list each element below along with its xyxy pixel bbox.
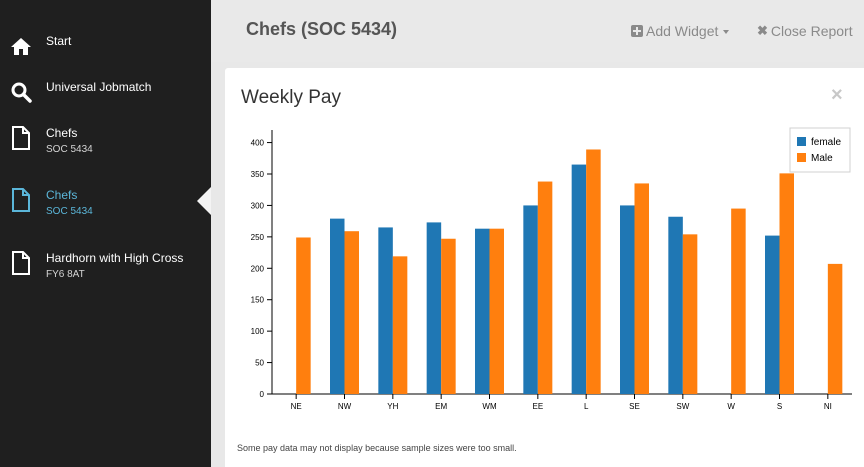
y-axis: 0 50 100 150 200 250 300 350 400 (251, 130, 273, 399)
add-widget-label: Add Widget (646, 23, 719, 39)
x-tick-label: SE (629, 402, 640, 411)
x-tick-label: NI (824, 402, 832, 411)
document-icon (12, 188, 30, 212)
y-tick-label: 100 (251, 327, 265, 336)
bar-male-l (586, 149, 601, 394)
sidebar-item-chefs[interactable]: Chefs SOC 5434 (0, 125, 211, 181)
x-tick-label: S (777, 402, 782, 411)
close-report-button[interactable]: ✖ Close Report (757, 23, 853, 39)
page-title: Chefs (SOC 5434) (246, 19, 398, 39)
bar-female-em (426, 222, 442, 394)
y-tick-label: 200 (251, 264, 265, 273)
bar-male-em (441, 238, 456, 394)
x-axis: NE NW YH EM WM EE L SE SW W S NI (272, 393, 852, 411)
bar-male-ne (296, 237, 311, 394)
bar-female-se (620, 205, 635, 394)
bar-male-w (731, 208, 746, 394)
x-tick-label: NW (338, 402, 352, 411)
plus-square-icon (631, 25, 643, 37)
weekly-pay-widget: Weekly Pay × 0 50 100 150 200 250 300 350 400 NE… (225, 68, 864, 467)
sidebar: Start Universal Jobmatch Chefs SOC 5434 … (0, 0, 211, 467)
sidebar-item-universal-jobmatch[interactable]: Universal Jobmatch (0, 78, 211, 134)
bar-male-wm (489, 228, 504, 394)
bars (296, 149, 843, 394)
search-icon (11, 82, 32, 103)
legend-swatch (797, 137, 806, 146)
active-item-caret (197, 187, 211, 215)
sidebar-item-chefs-active[interactable]: Chefs SOC 5434 (0, 187, 211, 243)
x-tick-label: EM (435, 402, 447, 411)
report-header: Chefs (SOC 5434) Add Widget ✖ Close Repo… (211, 0, 864, 62)
legend-box (789, 127, 851, 173)
sidebar-item-label: Chefs (46, 188, 78, 202)
caret-down-icon (723, 30, 730, 34)
bar-male-yh (392, 256, 408, 394)
widget-close-icon[interactable]: × (831, 84, 843, 106)
bar-female-yh (378, 227, 393, 394)
x-tick-label: YH (387, 402, 398, 411)
home-icon (11, 38, 31, 55)
sidebar-item-sublabel: FY6 8AT (46, 269, 85, 280)
bar-female-ee (523, 205, 538, 394)
close-icon: ✖ (757, 23, 768, 38)
bar-male-sw (682, 234, 698, 394)
y-tick-label: 300 (251, 201, 265, 210)
legend-label: Male (811, 153, 833, 164)
y-tick-label: 250 (251, 233, 265, 242)
document-icon (12, 126, 30, 150)
y-tick-label: 400 (251, 139, 265, 148)
close-report-label: Close Report (770, 23, 853, 39)
x-tick-label: NE (291, 402, 302, 411)
x-tick-label: EE (532, 402, 543, 411)
chart-legend: female Male (789, 127, 851, 173)
document-icon (12, 251, 30, 275)
y-tick-label: 0 (260, 390, 265, 399)
bar-female-wm (475, 228, 490, 394)
sidebar-item-label: Universal Jobmatch (46, 80, 152, 94)
x-tick-label: L (584, 402, 589, 411)
sidebar-item-hardhorn[interactable]: Hardhorn with High Cross FY6 8AT (0, 250, 211, 306)
sidebar-item-label: Start (46, 34, 72, 48)
add-widget-button[interactable]: Add Widget (631, 23, 730, 39)
bar-male-s (779, 173, 794, 394)
sidebar-item-label: Chefs (46, 126, 78, 140)
legend-swatch (797, 153, 806, 162)
y-tick-label: 150 (251, 296, 265, 305)
bar-female-sw (668, 216, 683, 394)
x-tick-label: WM (482, 402, 497, 411)
bar-female-s (765, 235, 780, 394)
sidebar-item-sublabel: SOC 5434 (46, 144, 93, 155)
y-tick-label: 50 (255, 359, 264, 368)
bar-female-l (571, 164, 587, 394)
sidebar-item-start[interactable]: Start (0, 30, 211, 86)
sidebar-item-sublabel: SOC 5434 (46, 206, 93, 217)
legend-label: female (811, 137, 841, 148)
y-tick-label: 350 (251, 170, 265, 179)
bar-male-nw (344, 231, 359, 394)
weekly-pay-chart: 0 50 100 150 200 250 300 350 400 NE NW YH EM WM EE L SE… (251, 127, 852, 411)
bar-male-ee (537, 181, 553, 394)
footnote: Some pay data may not display because sa… (237, 443, 517, 453)
widget-title: Weekly Pay (241, 87, 341, 108)
bar-male-se (634, 183, 649, 394)
bar-female-nw (330, 218, 345, 394)
sidebar-item-label: Hardhorn with High Cross (46, 251, 184, 265)
x-tick-label: SW (676, 402, 689, 411)
bar-male-ni (827, 263, 843, 394)
x-tick-label: W (727, 402, 735, 411)
